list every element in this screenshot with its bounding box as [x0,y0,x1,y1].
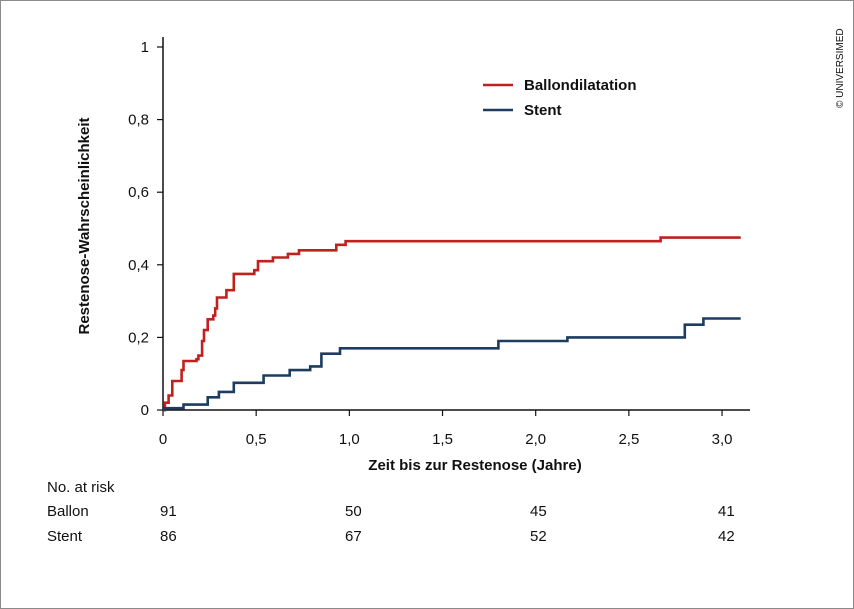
risk-table-title: No. at risk [47,479,115,496]
legend-label: Stent [524,102,562,119]
x-tick-label: 1,5 [432,431,453,448]
legend-label: Ballondilatation [524,77,637,94]
risk-value-ballon-0: 91 [160,503,177,520]
risk-value-stent-2: 52 [530,528,547,545]
x-tick-label: 0,5 [246,431,267,448]
risk-row-label-ballon: Ballon [47,503,89,520]
x-tick-label: 2,5 [618,431,639,448]
series-line-stent [163,317,741,412]
y-tick-label: 0 [141,402,149,419]
y-tick-label: 0,8 [128,112,149,129]
risk-value-ballon-1: 50 [345,503,362,520]
risk-row-label-stent: Stent [47,528,83,545]
y-axis-label: Restenose-Wahrscheinlichkeit [76,117,93,334]
x-axis-label: Zeit bis zur Restenose (Jahre) [368,457,581,474]
risk-value-ballon-2: 45 [530,503,547,520]
series-layer [163,236,741,412]
x-tick-label: 1,0 [339,431,360,448]
series-line-ballondilatation [163,236,741,412]
risk-value-stent-0: 86 [160,528,177,545]
risk-value-stent-1: 67 [345,528,362,545]
axes: 0 0,2 0,4 0,6 0,8 1 0 0,5 1,0 1,5 2,0 2,5 3,0 [128,37,750,448]
risk-value-ballon-3: 41 [718,503,735,520]
y-tick-label: 0,6 [128,184,149,201]
x-tick-label: 2,0 [525,431,546,448]
y-tick-label: 0,4 [128,257,149,274]
risk-value-stent-3: 42 [718,528,735,545]
x-tick-label: 3,0 [712,431,733,448]
y-tick-label: 0,2 [128,329,149,346]
legend: Ballondilatation Stent [483,77,637,119]
copyright-notice: © UNIVERSIMED [835,28,846,108]
y-tick-label: 1 [141,39,149,56]
x-tick-label: 0 [159,431,167,448]
